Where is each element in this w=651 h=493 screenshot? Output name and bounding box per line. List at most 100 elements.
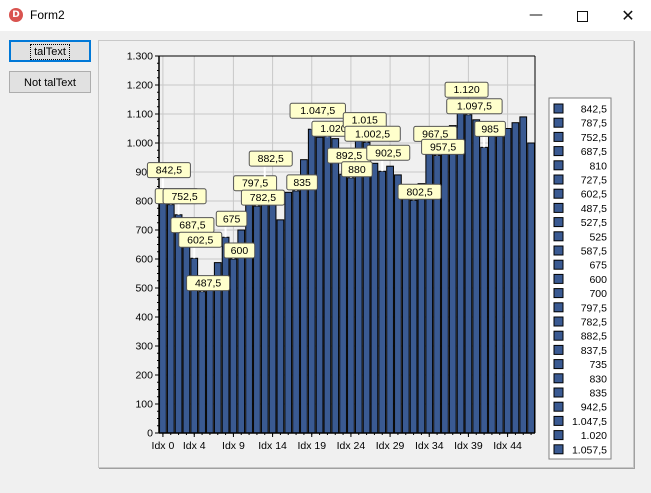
legend-label: 587,5	[581, 246, 607, 258]
annotation-label: 1.015	[352, 115, 378, 127]
bar	[441, 142, 449, 434]
legend-label: 602,5	[581, 189, 607, 201]
legend-swatch	[553, 131, 564, 142]
taltext-button[interactable]: talText	[9, 40, 91, 62]
y-tick-label: 0	[147, 428, 153, 440]
x-tick-label: Idx 0	[152, 440, 175, 452]
x-tick-label: Idx 34	[415, 440, 444, 452]
maximize-icon[interactable]	[559, 0, 605, 31]
x-tick-label: Idx 24	[337, 440, 366, 452]
legend-swatch	[553, 217, 564, 228]
legend-label: 810	[589, 160, 607, 172]
annotation-box	[474, 120, 506, 137]
annotation-box	[186, 275, 231, 292]
annotation-label: 957,5	[430, 141, 456, 153]
annotation-box	[248, 150, 293, 167]
annotation-label: 752,5	[171, 191, 197, 203]
bar	[347, 177, 355, 434]
legend-swatch	[553, 444, 564, 455]
bar	[464, 114, 473, 434]
legend-label: 1.020	[581, 430, 607, 442]
legend-swatch	[553, 401, 564, 412]
legend-swatch	[553, 288, 564, 299]
y-tick-label: 400	[135, 312, 153, 324]
bar	[480, 146, 488, 434]
annotation-label: 892,5	[336, 150, 362, 162]
bar-chart: 01002003004005006007008009001.0001.1001.…	[127, 51, 612, 460]
legend-label: 600	[589, 274, 607, 286]
legend-swatch	[553, 359, 564, 370]
bar	[331, 138, 340, 434]
legend-label: 525	[589, 231, 607, 243]
bar	[488, 130, 496, 434]
legend-swatch	[553, 174, 564, 185]
annotation-label: 882,5	[258, 153, 284, 165]
bar	[300, 159, 308, 434]
bar	[159, 188, 167, 434]
legend-label: 842,5	[581, 104, 607, 116]
annotation-label: 1.097,5	[457, 101, 492, 113]
y-tick-label: 500	[135, 283, 153, 295]
bar	[511, 122, 520, 434]
legend-swatch	[553, 430, 564, 441]
not-taltext-button[interactable]: Not talText	[9, 71, 91, 93]
annotation-label: 1.047,5	[300, 105, 335, 117]
legend-swatch	[553, 146, 564, 157]
annotation-box	[146, 162, 191, 179]
y-tick-label: 800	[135, 196, 153, 208]
annotation-box	[215, 210, 248, 227]
legend-swatch	[553, 188, 564, 199]
title-bar: D Form2 — ✕	[0, 0, 651, 31]
minimize-icon[interactable]: —	[529, 7, 543, 23]
annotation-box	[223, 242, 256, 259]
bar	[229, 258, 238, 434]
bar	[268, 189, 277, 434]
legend-label: 835	[589, 388, 607, 400]
legend-label: 727,5	[581, 175, 607, 187]
legend-label: 782,5	[581, 317, 607, 329]
annotation-label: 687,5	[179, 220, 205, 232]
legend-label: 687,5	[581, 146, 607, 158]
legend-label: 787,5	[581, 118, 607, 130]
y-tick-label: 200	[135, 370, 153, 382]
legend-swatch	[553, 103, 564, 114]
legend-label: 882,5	[581, 331, 607, 343]
legend-swatch	[553, 344, 564, 355]
bar	[292, 190, 300, 434]
bar	[276, 219, 285, 434]
bar	[166, 204, 175, 434]
annotation-label: 1.120	[453, 84, 479, 96]
annotation-label: 487,5	[195, 278, 221, 290]
annotation-box	[366, 144, 411, 161]
legend-swatch	[553, 259, 564, 270]
bar	[253, 205, 261, 434]
legend-label: 700	[589, 288, 607, 300]
bar	[519, 116, 528, 434]
bar	[370, 162, 379, 434]
legend-label: 797,5	[581, 302, 607, 314]
bar	[260, 176, 269, 434]
bar	[417, 183, 426, 434]
annotation-label: 675	[223, 213, 241, 225]
x-tick-label: Idx 39	[454, 440, 483, 452]
legend-swatch	[553, 245, 564, 256]
legend-label: 487,5	[581, 203, 607, 215]
legend-label: 752,5	[581, 132, 607, 144]
bar	[221, 236, 230, 434]
bar	[339, 173, 347, 434]
x-tick-label: Idx 44	[493, 440, 522, 452]
bar	[472, 119, 481, 434]
legend-swatch	[553, 316, 564, 327]
annotation-box	[421, 138, 466, 155]
bar	[198, 291, 206, 434]
x-tick-label: Idx 14	[258, 440, 287, 452]
taltext-button-label: talText	[30, 44, 70, 60]
y-tick-label: 700	[135, 225, 153, 237]
bar	[284, 191, 293, 434]
bar	[245, 201, 253, 434]
annotation-label: 802,5	[406, 186, 432, 198]
bar	[503, 128, 512, 434]
bar	[237, 229, 246, 434]
legend-label: 527,5	[581, 217, 607, 229]
close-icon[interactable]: ✕	[621, 6, 635, 25]
